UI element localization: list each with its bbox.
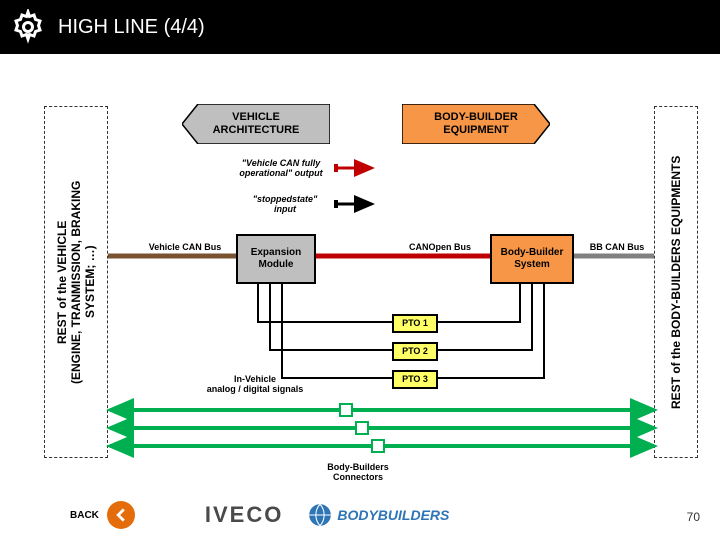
- back-button[interactable]: BACK: [70, 501, 135, 529]
- bodybuilders-logo: BODYBUILDERS: [307, 502, 449, 528]
- bodybuilders-text: BODYBUILDERS: [337, 507, 449, 523]
- gear-icon: [10, 9, 46, 45]
- slide-title: HIGH LINE (4/4): [58, 16, 205, 39]
- diagram-area: REST of the VEHICLE (ENGINE, TRANMISSION…: [0, 54, 720, 490]
- back-label: BACK: [70, 510, 99, 521]
- iveco-logo: IVECO: [205, 502, 283, 528]
- wiring-svg: [0, 54, 720, 490]
- slide-header: HIGH LINE (4/4): [0, 0, 720, 54]
- globe-icon: [307, 502, 333, 528]
- back-icon: [107, 501, 135, 529]
- page-number: 70: [687, 510, 700, 524]
- slide-footer: BACK IVECO BODYBUILDERS 70: [0, 490, 720, 540]
